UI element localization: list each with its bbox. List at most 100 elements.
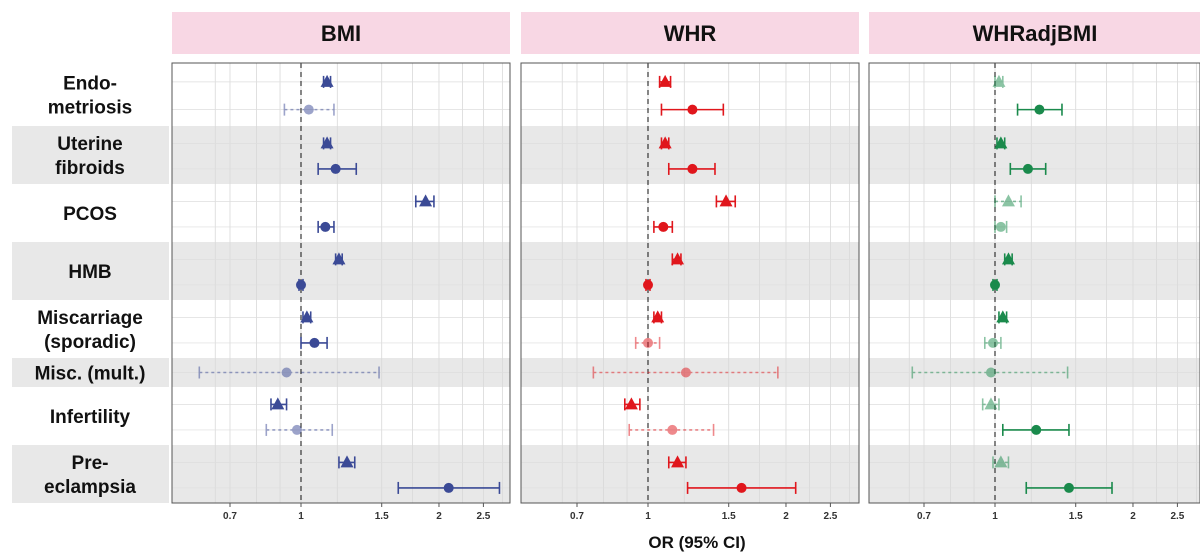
point-triangle xyxy=(1001,252,1015,265)
estimate-circle xyxy=(296,278,306,291)
point-triangle xyxy=(651,310,665,323)
point-circle xyxy=(1022,163,1033,174)
point-triangle xyxy=(719,194,733,207)
estimate-circle xyxy=(397,481,501,494)
estimate-circle xyxy=(994,220,1008,233)
estimate-circle xyxy=(317,220,335,233)
row-label-text: metriosis xyxy=(48,98,132,119)
estimate-triangle xyxy=(338,455,356,469)
panel-headers: BMI WHR WHRadjBMI xyxy=(172,12,1200,54)
point-circle xyxy=(296,279,306,290)
tick-label: 1 xyxy=(992,511,998,522)
estimate-circle xyxy=(1025,481,1113,494)
row-label-band xyxy=(12,358,169,387)
point-circle xyxy=(320,221,331,232)
point-triangle xyxy=(671,455,685,468)
point-triangle xyxy=(992,74,1006,87)
estimate-circle xyxy=(643,278,653,291)
estimate-circle xyxy=(660,103,725,116)
tick-label: 2.5 xyxy=(823,511,837,522)
row-label-text: Misc. (mult.) xyxy=(35,364,146,385)
tick-label: 1 xyxy=(645,511,651,522)
estimate-triangle xyxy=(320,74,334,88)
point-triangle xyxy=(332,252,346,265)
estimate-triangle xyxy=(300,310,314,324)
panel-whr: 0.7 1 1.5 2 2.5 xyxy=(520,62,860,522)
estimate-circle xyxy=(686,481,797,494)
point-circle xyxy=(736,482,747,493)
row-label-text: eclampsia xyxy=(44,477,136,498)
estimate-triangle xyxy=(994,194,1022,208)
estimate-circle xyxy=(1009,162,1047,175)
estimate-circle xyxy=(667,162,716,175)
estimate-circle xyxy=(990,278,1000,291)
estimate-triangle xyxy=(715,194,737,208)
row-label-text: PCOS xyxy=(63,204,117,225)
point-circle xyxy=(680,367,691,378)
panel-header-whradjbmi-bg xyxy=(869,12,1200,54)
point-triangle xyxy=(658,136,672,149)
point-triangle xyxy=(658,74,672,87)
point-circle xyxy=(987,337,998,348)
estimate-triangle xyxy=(992,455,1010,469)
row-band xyxy=(521,445,859,503)
estimate-circle xyxy=(634,336,661,349)
tick-label: 1.5 xyxy=(1069,511,1083,522)
panel-title-bmi: BMI xyxy=(321,21,361,46)
point-circle xyxy=(990,279,1000,290)
row-band xyxy=(172,445,510,503)
estimate-triangle xyxy=(994,136,1008,150)
row-label-text: (sporadic) xyxy=(44,332,136,353)
point-triangle xyxy=(994,136,1008,149)
point-circle xyxy=(330,163,341,174)
estimate-circle xyxy=(1002,423,1070,436)
tick-label: 2 xyxy=(1130,511,1136,522)
panel-title-whr: WHR xyxy=(664,21,717,46)
row-band xyxy=(172,126,510,184)
point-triangle xyxy=(320,136,334,149)
row-label-text: Pre- xyxy=(72,453,109,474)
row-label-text: Infertility xyxy=(50,407,131,428)
row-label-text: HMB xyxy=(68,262,111,283)
estimate-triangle xyxy=(320,136,334,150)
row-band xyxy=(521,242,859,300)
estimate-circle xyxy=(911,366,1069,379)
point-circle xyxy=(309,337,320,348)
tick-label: 1.5 xyxy=(375,511,389,522)
point-circle xyxy=(687,163,698,174)
point-triangle xyxy=(984,397,998,410)
point-circle xyxy=(303,104,314,115)
point-circle xyxy=(643,337,653,348)
row-label-text: Uterine xyxy=(57,134,122,155)
point-circle xyxy=(667,424,678,435)
panel-header-whr-bg xyxy=(521,12,859,54)
row-label-text: fibroids xyxy=(55,158,125,179)
tick-label: 1.5 xyxy=(722,511,736,522)
point-circle xyxy=(281,367,292,378)
row-label-text: Endo- xyxy=(63,74,117,95)
tick-label: 1 xyxy=(298,511,304,522)
point-circle xyxy=(658,221,669,232)
panel-whradjbmi: 0.7 1 1.5 2 2.5 xyxy=(868,62,1200,522)
point-circle xyxy=(643,279,653,290)
point-triangle xyxy=(671,252,685,265)
point-circle xyxy=(291,424,302,435)
estimate-circle xyxy=(265,423,334,436)
point-circle xyxy=(687,104,698,115)
estimate-triangle xyxy=(624,397,641,411)
point-circle xyxy=(1031,424,1042,435)
estimate-triangle xyxy=(981,397,1000,411)
row-label-band xyxy=(12,242,169,300)
point-triangle xyxy=(320,74,334,87)
estimate-triangle xyxy=(667,455,687,469)
tick-label: 2.5 xyxy=(1170,511,1184,522)
estimate-triangle xyxy=(270,397,288,411)
tick-label: 2 xyxy=(783,511,789,522)
point-triangle xyxy=(996,310,1010,323)
panel-border xyxy=(520,62,860,504)
panel-bmi: 0.7 1 1.5 2 2.5 xyxy=(171,62,511,522)
estimate-triangle xyxy=(414,194,435,208)
row-band xyxy=(172,242,510,300)
point-triangle xyxy=(624,397,638,410)
estimate-circle xyxy=(300,336,328,349)
